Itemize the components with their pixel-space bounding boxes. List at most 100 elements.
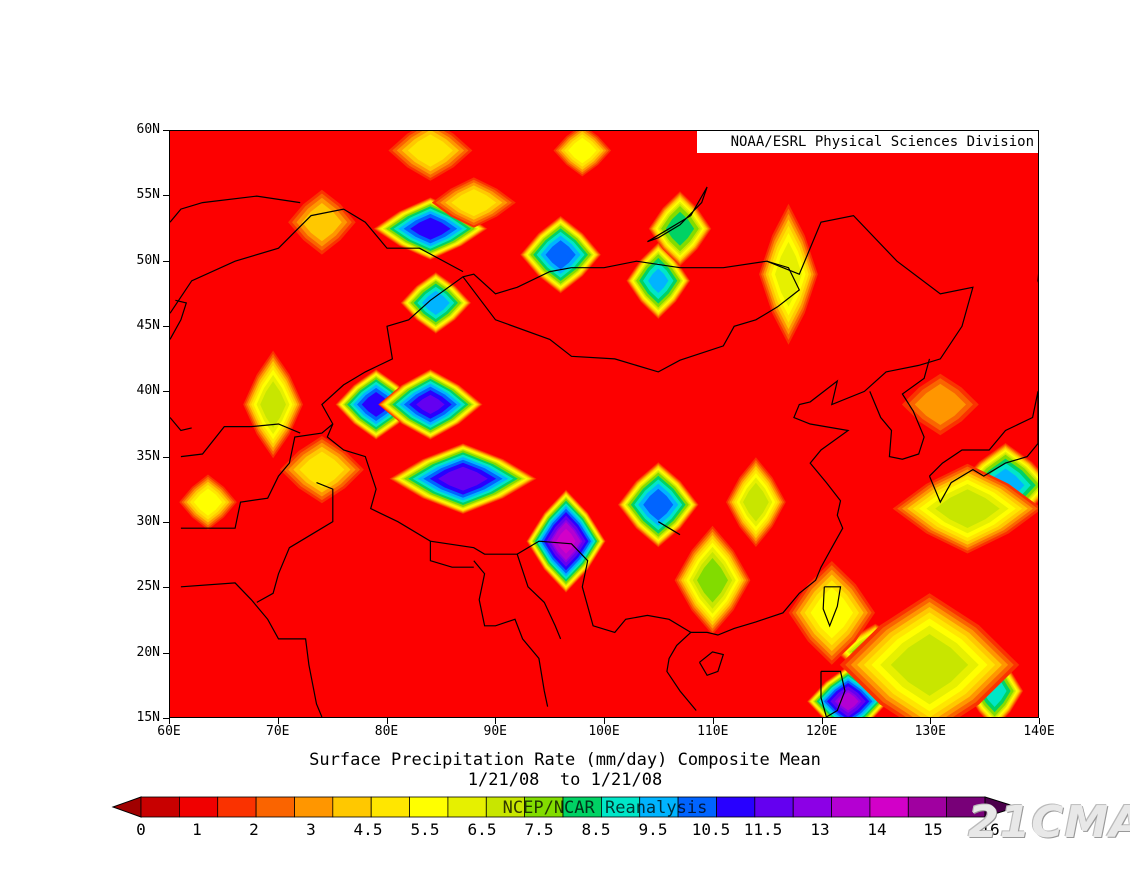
credit-label: NOAA/ESRL Physical Sciences Division (697, 131, 1038, 153)
precip-contour (643, 488, 674, 521)
lat-tick-mark (163, 522, 169, 523)
precip-contour (556, 528, 576, 554)
colorbar-swatch (869, 796, 909, 818)
boundary-line (571, 214, 974, 711)
lat-tick-label: 20N (136, 644, 160, 660)
boundary-line (180, 423, 334, 529)
lat-tick-mark (163, 456, 169, 458)
colorbar-swatch (140, 796, 180, 818)
colorbar-label: 4.5 (353, 820, 383, 839)
precip-contour (568, 137, 597, 164)
precip-cell (388, 131, 473, 181)
precip-contour (299, 451, 345, 488)
colorbar-label: 9.5 (638, 820, 668, 839)
precip-contour (451, 189, 497, 217)
precip-contour (421, 290, 450, 315)
colorbar-label: 3 (306, 820, 316, 839)
precip-contour (193, 488, 223, 516)
precip-contour (697, 558, 728, 603)
precip-cell (520, 216, 601, 294)
lon-tick-mark (712, 718, 714, 724)
colorbar-label: 11.5 (743, 820, 783, 839)
precip-contour (775, 241, 802, 307)
colorbar-label: 5.5 (410, 820, 440, 839)
precip-cell (901, 373, 979, 436)
colorbar-swatch (831, 796, 871, 818)
lon-tick-label: 110E (697, 724, 729, 739)
lat-tick-label: 15N (136, 710, 160, 725)
lat-tick-mark (163, 195, 169, 197)
precip-contour (935, 489, 1000, 528)
boundary-line (929, 391, 1038, 477)
boundary-line (180, 423, 301, 458)
lat-tick-label: 60N (136, 122, 160, 137)
lat-tick-mark (163, 587, 169, 589)
colorbar-label: 7.5 (524, 820, 554, 839)
lon-tick-label: 120E (805, 724, 838, 739)
lat-tick-label: 50N (136, 252, 160, 268)
precip-cell (618, 462, 699, 548)
colorbar-label: 8.5 (581, 820, 611, 839)
lon-tick-mark (930, 718, 932, 724)
precip-cell (807, 666, 890, 717)
colorbar-label: 15 (923, 820, 943, 839)
map-title: Surface Precipitation Rate (mm/day) Comp… (309, 750, 821, 770)
date-range: 1/21/08 to 1/21/08 (467, 770, 663, 790)
precip-contour (810, 587, 854, 639)
colorbar-swatch (332, 796, 372, 818)
precip-cell (788, 561, 875, 665)
boundary-line (170, 195, 301, 223)
precip-contour (260, 381, 286, 428)
lat-tick-mark (163, 652, 169, 654)
lon-tick-label: 90E (483, 724, 507, 739)
precip-cell (179, 474, 237, 530)
colorbar-label: 0 (136, 820, 146, 839)
precip-cell (674, 525, 751, 635)
boundary-line (698, 651, 725, 677)
precipitation-field (170, 131, 1038, 717)
dataset-label: NCEP/NCAR Reanalysis (502, 798, 708, 818)
lon-tick-mark (821, 718, 823, 724)
colorbar-label: 10.5 (691, 820, 731, 839)
boundary-line (869, 358, 931, 460)
lat-tick-mark (163, 718, 169, 719)
watermark-logo: 21CMA (968, 797, 1130, 848)
lat-tick-label: 55N (136, 187, 160, 203)
precip-cell (400, 272, 471, 334)
precip-contour (416, 394, 445, 414)
lon-tick-mark (1039, 718, 1040, 724)
colorbar-label: 13 (810, 820, 830, 839)
boundary-line (170, 208, 464, 314)
precip-cell (892, 463, 1038, 554)
colorbar-max-arrow (984, 796, 1019, 818)
colorbar-label: 14 (867, 820, 887, 839)
lat-tick-label: 35N (136, 448, 160, 464)
precip-contour (665, 211, 695, 246)
colorbar-swatch (255, 796, 295, 818)
boundary-line (822, 586, 842, 628)
lat-tick-label: 30N (136, 514, 160, 529)
lon-tick-label: 130E (914, 724, 946, 739)
colorbar-swatch (294, 796, 334, 818)
colorbar-swatch (217, 796, 257, 818)
boundary-line (657, 521, 681, 536)
precip-contour (545, 240, 576, 270)
colorbar-swatch (178, 796, 219, 818)
colorbar-label: 6.5 (467, 820, 497, 839)
precip-cell (726, 457, 786, 547)
precip-contour (407, 134, 453, 167)
lon-tick-mark (495, 718, 497, 724)
lat-tick-label: 45N (136, 318, 160, 333)
boundary-line (516, 554, 562, 640)
precip-cell (553, 131, 612, 177)
lon-tick-mark (604, 718, 605, 724)
precip-contour (743, 482, 769, 522)
boundary-line (170, 417, 192, 432)
colorbar-swatch (907, 796, 948, 818)
precip-cell (335, 369, 417, 440)
boundary-line (647, 186, 708, 243)
lat-tick-mark (163, 326, 169, 327)
lon-tick-label: 140E (1023, 724, 1055, 739)
boundary-line (256, 482, 334, 603)
